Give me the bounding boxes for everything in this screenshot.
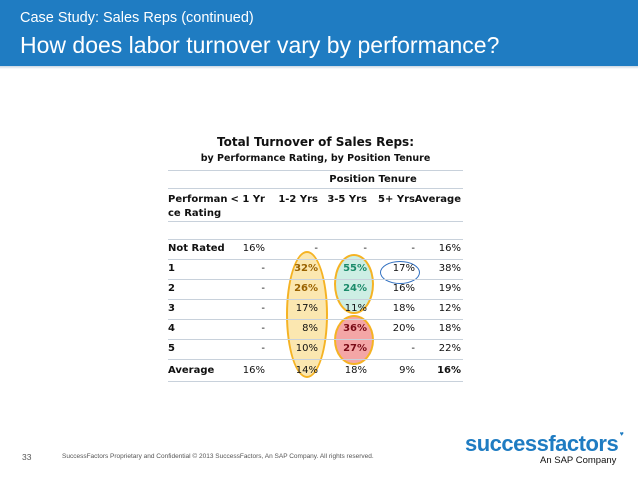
table-cell: 16% [437, 365, 461, 376]
table-subtitle: by Performance Rating, by Position Tenur… [200, 153, 431, 164]
column-header: 3-5 Yrs [327, 194, 367, 205]
highlight-ellipse-5plus [380, 261, 420, 284]
table-cell: 18% [392, 303, 415, 314]
table-cell: 10% [295, 343, 318, 354]
table-cell: 17% [295, 303, 318, 314]
heart-icon: ♥ [618, 431, 624, 438]
table-cell: 16% [242, 365, 265, 376]
table-divider [168, 221, 463, 222]
row-divider [168, 319, 463, 320]
row-divider [168, 299, 463, 300]
row-divider [168, 279, 463, 280]
table-cell: - [314, 243, 318, 254]
slide-title: How does labor turnover vary by performa… [20, 32, 500, 58]
row-divider [168, 359, 463, 360]
highlight-ellipse-3-5yrs-top [334, 254, 374, 314]
table-cell: - [363, 243, 367, 254]
table-cell: 22% [438, 343, 461, 354]
table-cell: 24% [343, 283, 367, 294]
successfactors-logo: successfactors ♥ [465, 431, 624, 457]
row-label: 5 [168, 343, 175, 354]
row-label: 4 [168, 323, 175, 334]
row-label: 2 [168, 283, 175, 294]
row-divider [168, 381, 463, 382]
table-cell: 32% [294, 263, 318, 274]
row-header-line1: Performan [168, 194, 228, 205]
column-header: Average [414, 194, 461, 205]
table-cell: 36% [343, 323, 367, 334]
highlight-ellipse-3-5yrs-bottom [334, 315, 374, 365]
table-cell: 18% [438, 323, 461, 334]
table-cell: - [261, 343, 265, 354]
table-cell: - [411, 243, 415, 254]
table-cell: - [411, 343, 415, 354]
column-header: 1-2 Yrs [278, 194, 318, 205]
row-label: Not Rated [168, 243, 225, 254]
table-cell: 14% [295, 365, 318, 376]
table-cell: 8% [302, 323, 318, 334]
page-number: 33 [22, 452, 32, 462]
table-cell: 16% [438, 243, 461, 254]
table-cell: - [261, 283, 265, 294]
table-title: Total Turnover of Sales Reps: [217, 135, 414, 149]
table-cell: 38% [438, 263, 461, 274]
table-cell: 12% [438, 303, 461, 314]
table-cell: 55% [343, 263, 367, 274]
copyright-text: SuccessFactors Proprietary and Confident… [62, 453, 374, 460]
turnover-table: Total Turnover of Sales Reps: by Perform… [168, 130, 463, 385]
slide-header: Case Study: Sales Reps (continued) How d… [0, 0, 638, 66]
column-header: < 1 Yr [230, 194, 265, 205]
table-cell: 16% [392, 283, 415, 294]
table-cell: 27% [343, 343, 367, 354]
row-header-line2: ce Rating [168, 208, 222, 219]
logo-tagline: An SAP Company [540, 455, 617, 466]
column-header: 5+ Yrs [378, 194, 415, 205]
table-cell: 9% [399, 365, 415, 376]
table-cell: - [261, 303, 265, 314]
row-divider [168, 259, 463, 260]
slide-subtitle: Case Study: Sales Reps (continued) [20, 10, 254, 26]
row-divider [168, 339, 463, 340]
group-header: Position Tenure [329, 174, 417, 185]
table-cell: 20% [392, 323, 415, 334]
table-cell: - [261, 323, 265, 334]
table-cell: - [261, 263, 265, 274]
logo-text: successfactors [465, 431, 619, 456]
table-divider [168, 170, 463, 171]
table-cell: 26% [294, 283, 318, 294]
table-cell: 11% [344, 303, 367, 314]
row-label: 1 [168, 263, 175, 274]
table-cell: 19% [438, 283, 461, 294]
table-divider [168, 188, 463, 189]
table-cell: 16% [242, 243, 265, 254]
table-divider [168, 239, 463, 240]
row-label: Average [168, 365, 215, 376]
row-label: 3 [168, 303, 175, 314]
highlight-ellipse-1-2yrs [286, 251, 328, 378]
header-shadow [0, 66, 638, 69]
table-cell: 17% [392, 263, 415, 274]
table-cell: 18% [344, 365, 367, 376]
